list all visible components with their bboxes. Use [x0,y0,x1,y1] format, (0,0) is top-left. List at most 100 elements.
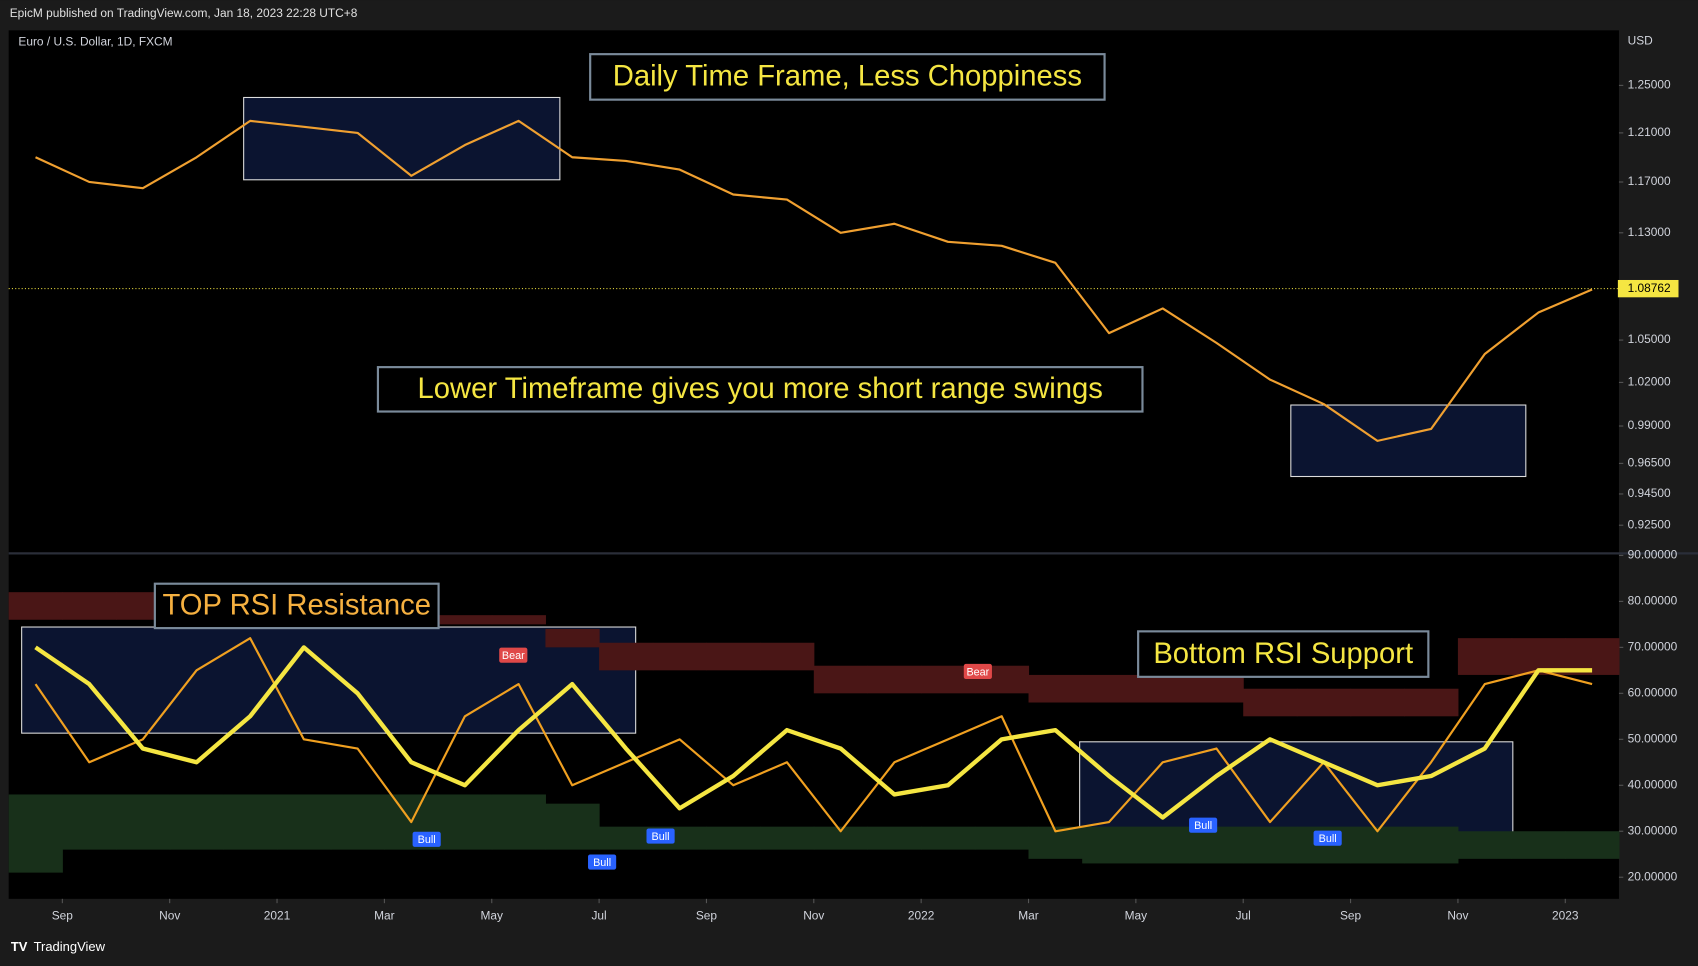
y-tick-label: 0.96500 [1628,456,1671,470]
x-tick-label: Mar [374,908,395,922]
support-band [867,826,922,850]
support-band [438,794,493,850]
annotation-box [589,53,1106,101]
x-tick-label: Mar [1018,908,1039,922]
support-band [62,794,117,850]
signal-box [412,831,441,847]
y-tick-label: 70.00000 [1628,639,1678,653]
support-band [921,826,976,850]
signal-label: Bull [418,834,436,846]
annotation: Bottom RSI Support [1153,638,1413,670]
support-band [1082,826,1137,864]
y-tick-label: 60.00000 [1628,685,1678,699]
signal-box [1189,817,1218,833]
support-band [330,794,385,850]
resistance-band [1404,688,1459,717]
support-band [545,803,600,850]
series-line [34,645,1593,820]
highlight-box [243,96,561,181]
resistance-band [62,592,117,620]
y-tick-label: 1.17000 [1628,174,1671,188]
annotation-box [376,366,1144,413]
footer: TV TradingView [11,939,106,954]
x-tick-label: 2021 [264,908,291,922]
x-tick-label: May [1125,908,1148,922]
support-band [760,826,815,850]
y-tick-label: 40.00000 [1628,777,1678,791]
support-band [1565,831,1620,859]
support-band [1350,826,1405,864]
signal-label: Bull [652,831,670,843]
resistance-band [706,642,761,671]
signal-box [499,647,528,663]
signal-label: Bull [1194,820,1212,832]
support-band [1404,826,1459,864]
signal-box [646,828,675,844]
support-band [1511,831,1566,859]
signal-box [963,663,992,680]
y-tick-label: 20.00000 [1628,869,1678,883]
signal-label: Bear [966,666,989,678]
x-tick-label: May [480,908,503,922]
support-band [223,794,278,850]
currency: USD [1628,33,1654,47]
resistance-band [1135,674,1191,703]
y-tick-label: 1.05000 [1628,332,1671,346]
resistance-band [867,665,922,694]
x-tick-label: Sep [1340,908,1362,922]
support-band [169,794,224,850]
support-band [1243,826,1298,864]
signal-label: Bull [593,857,611,869]
x-tick-label: 2023 [1552,908,1579,922]
y-tick-label: 80.00000 [1628,594,1678,608]
symbol: Euro / U.S. Dollar, 1D, FXCM [18,34,172,48]
signal-label: Bear [502,650,525,662]
y-tick-label: 50.00000 [1628,731,1678,745]
annotation: TOP RSI Resistance [162,590,431,622]
y-tick-label: 0.99000 [1628,418,1671,432]
footer-logo: TV [11,939,28,954]
signal-box [1313,830,1342,846]
support-band [706,826,761,850]
support-band [599,826,654,850]
resistance-band [1189,674,1244,703]
y-tick-label: 1.02000 [1628,375,1671,389]
series-line [34,637,1593,833]
resistance-band [1028,674,1083,703]
y-tick-label: 0.94500 [1628,486,1671,500]
annotation: Lower Timeframe gives you more short ran… [418,373,1103,405]
support-band [8,794,63,873]
y-tick-label: 1.21000 [1628,125,1671,139]
x-tick-label: Sep [696,908,718,922]
x-tick-label: Jul [591,908,606,922]
signal-label: Bull [1319,833,1337,845]
resistance-band [1296,688,1352,717]
x-tick-label: Sep [52,908,74,922]
support-band [1457,831,1513,859]
y-tick-label: 0.92500 [1628,517,1671,531]
series-line [35,119,1593,442]
x-tick-label: Nov [1447,908,1468,922]
resistance-band [8,592,63,620]
support-band [116,794,171,850]
y-tick-label: 1.13000 [1628,225,1671,239]
resistance-band [545,628,600,648]
support-band [974,826,1030,850]
resistance-band [1457,638,1513,675]
highlight-box [1290,404,1527,478]
y-tick-label: 90.00000 [1628,548,1678,562]
resistance-band [1082,674,1137,703]
x-tick-label: Nov [159,908,180,922]
last-price-box [1617,279,1679,298]
support-band [491,794,546,850]
resistance-band [1243,688,1298,717]
x-tick-label: Jul [1236,908,1251,922]
resistance-band [1350,688,1405,717]
published-line: EpicM published on TradingView.com, Jan … [10,6,358,20]
annotation-box [1137,630,1430,678]
resistance-band [438,615,493,625]
resistance-band [599,642,654,671]
x-tick-label: 2022 [908,908,935,922]
